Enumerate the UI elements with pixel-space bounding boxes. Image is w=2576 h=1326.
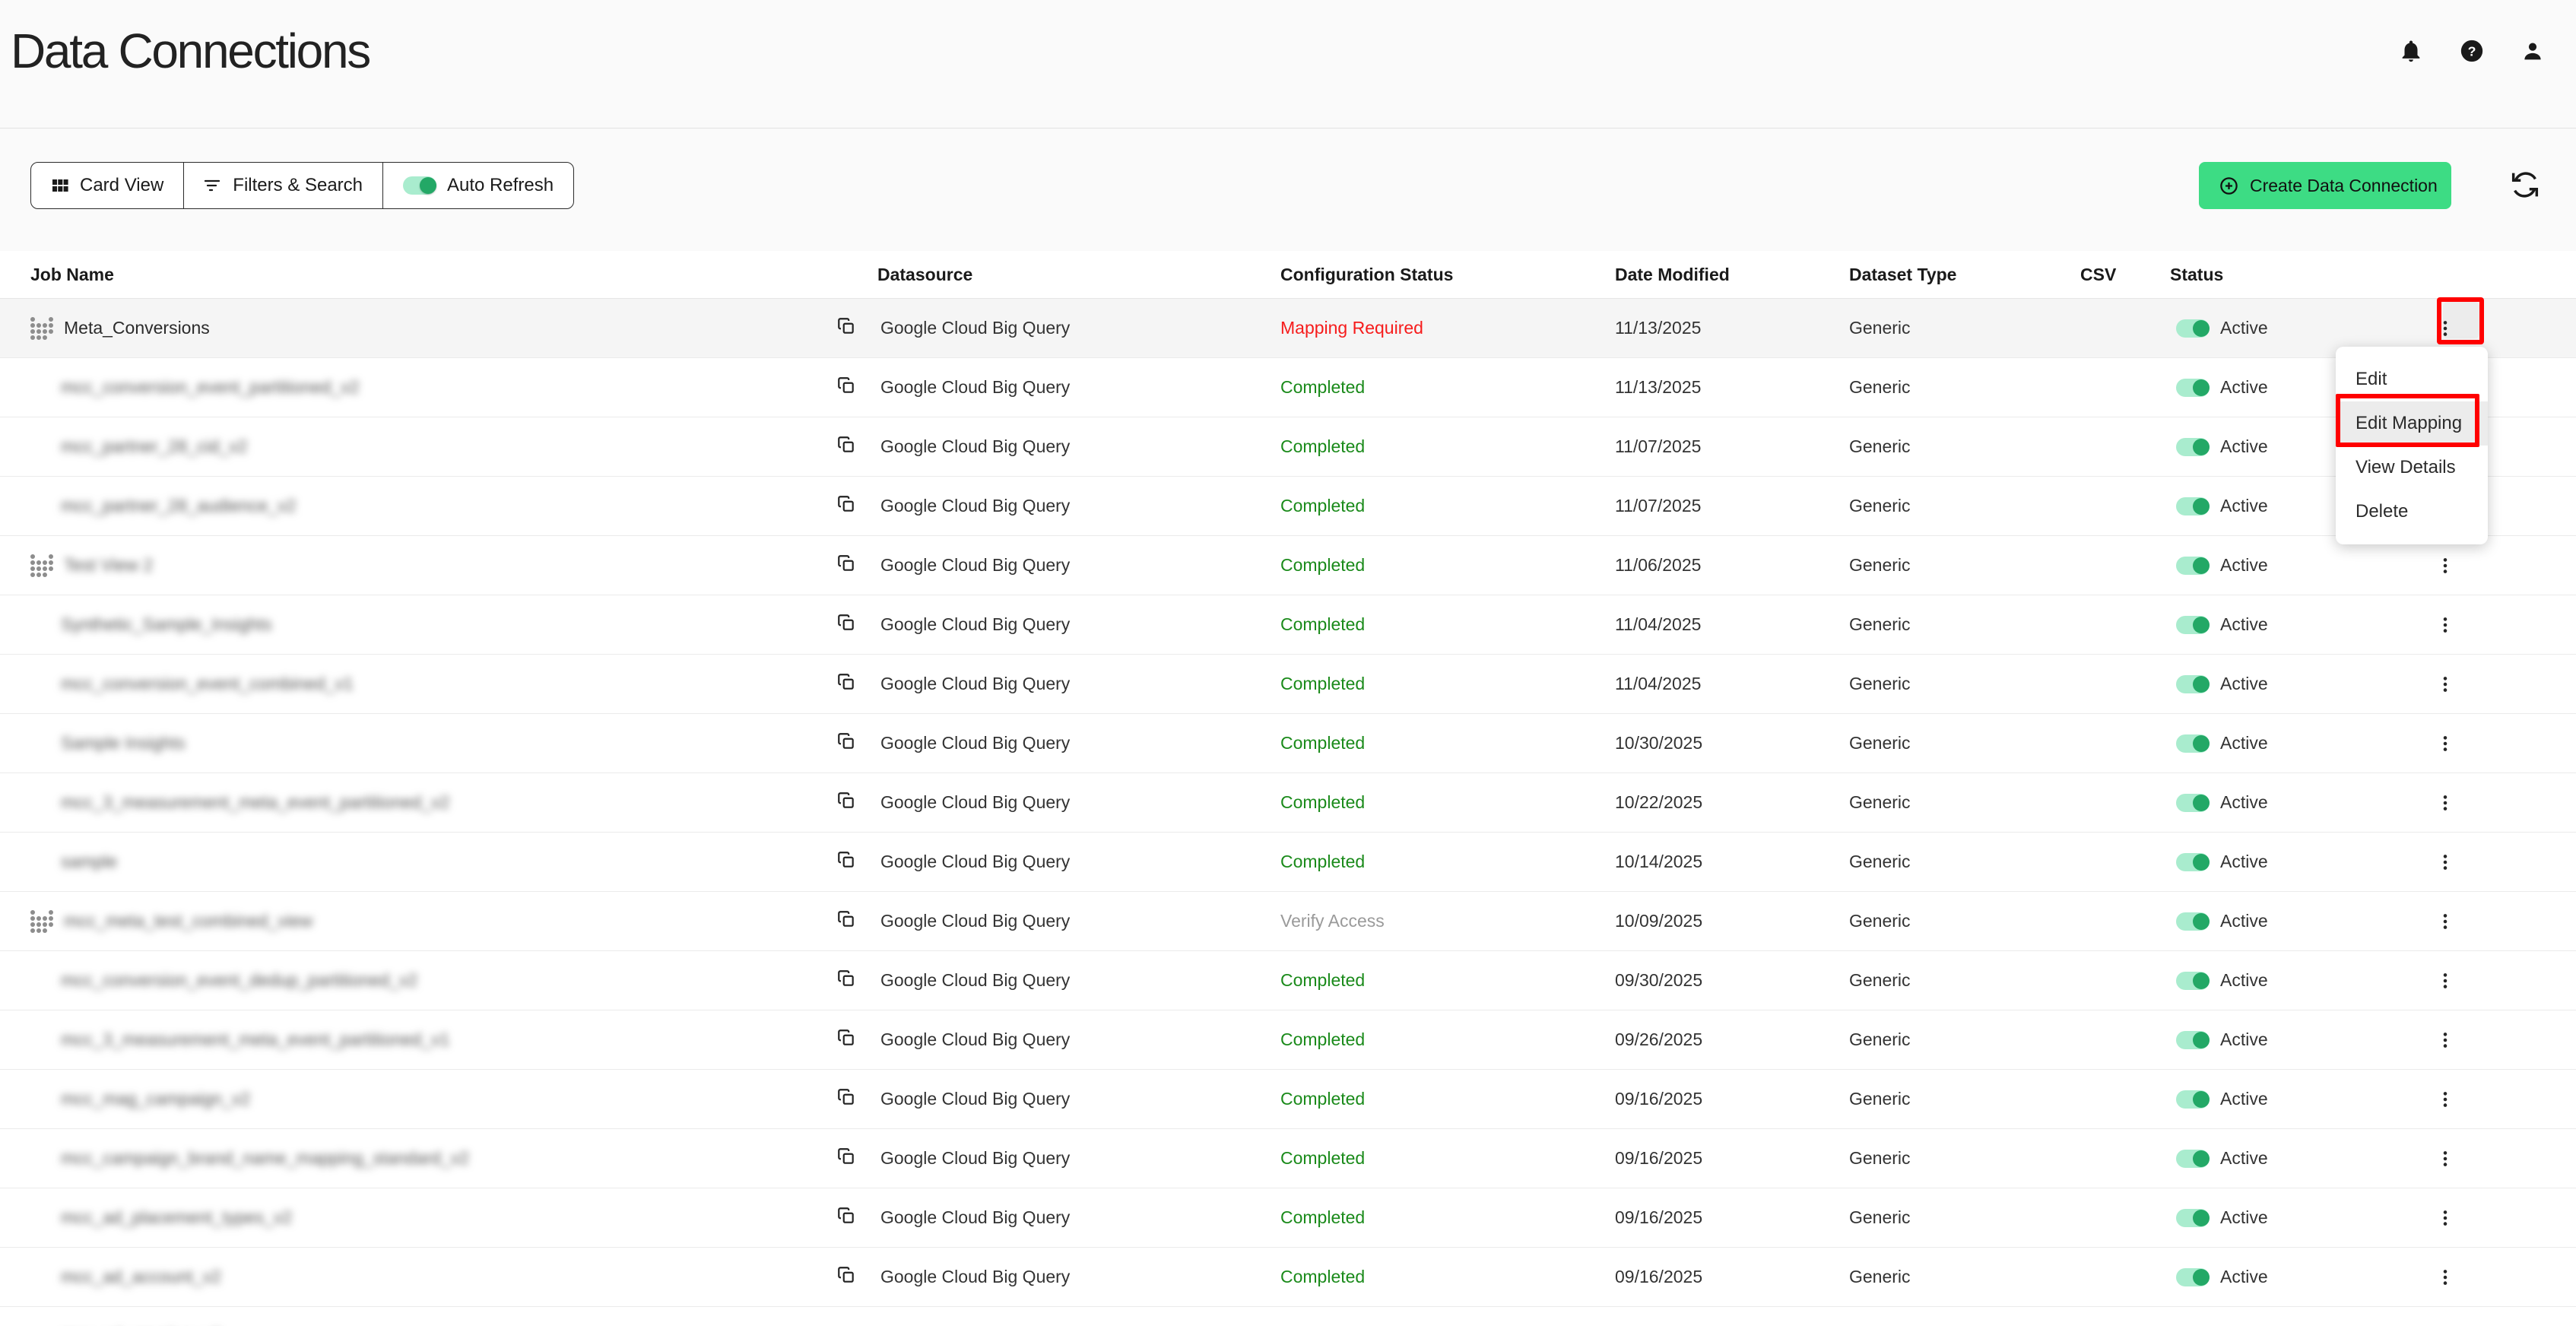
svg-text:?: ? [2468, 43, 2476, 59]
